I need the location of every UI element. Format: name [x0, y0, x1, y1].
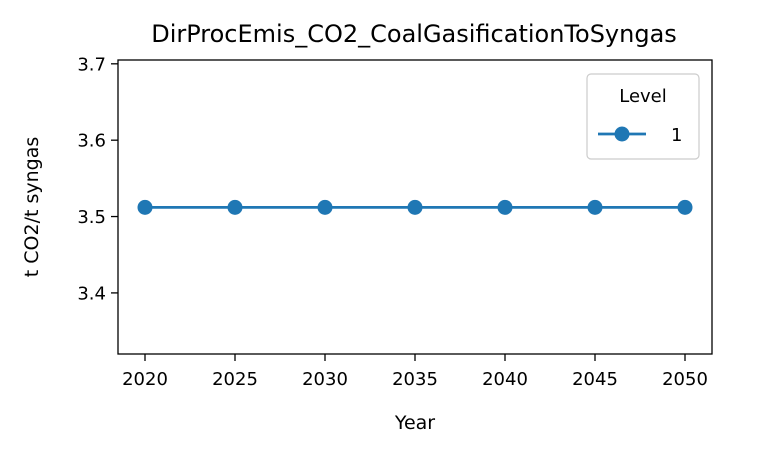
- x-tick-label: 2035: [392, 369, 438, 390]
- series-layer: [137, 199, 693, 215]
- plot-frame: [117, 59, 713, 355]
- x-tick-label: 2045: [572, 369, 618, 390]
- data-point: [317, 199, 333, 215]
- y-tick-label: 3.4: [77, 283, 106, 304]
- y-tick-label: 3.7: [77, 54, 106, 75]
- x-tick-label: 2050: [662, 369, 708, 390]
- legend-title: Level: [619, 86, 667, 107]
- x-tick-label: 2025: [212, 369, 258, 390]
- data-point: [137, 199, 153, 215]
- y-axis-ticks: 3.4 3.5 3.6 3.7: [77, 54, 118, 304]
- data-point: [677, 199, 693, 215]
- legend: Level 1: [586, 73, 700, 160]
- x-tick-label: 2030: [302, 369, 348, 390]
- x-axis-label: Year: [394, 412, 435, 434]
- x-axis-ticks: 2020 2025 2030 2035 2040 2045 2050: [122, 354, 708, 390]
- data-point: [587, 199, 603, 215]
- y-tick-label: 3.5: [77, 207, 106, 228]
- legend-box: [586, 73, 700, 160]
- legend-marker-sample: [614, 126, 630, 142]
- y-axis-label: t CO2/t syngas: [21, 137, 43, 277]
- chart-title: DirProcEmis_CO2_CoalGasificationToSyngas: [151, 20, 677, 48]
- x-tick-label: 2020: [122, 369, 168, 390]
- y-tick-label: 3.6: [77, 131, 106, 152]
- data-point: [407, 199, 423, 215]
- data-point: [227, 199, 243, 215]
- x-tick-label: 2040: [482, 369, 528, 390]
- data-point: [497, 199, 513, 215]
- legend-entry-label: 1: [671, 125, 682, 146]
